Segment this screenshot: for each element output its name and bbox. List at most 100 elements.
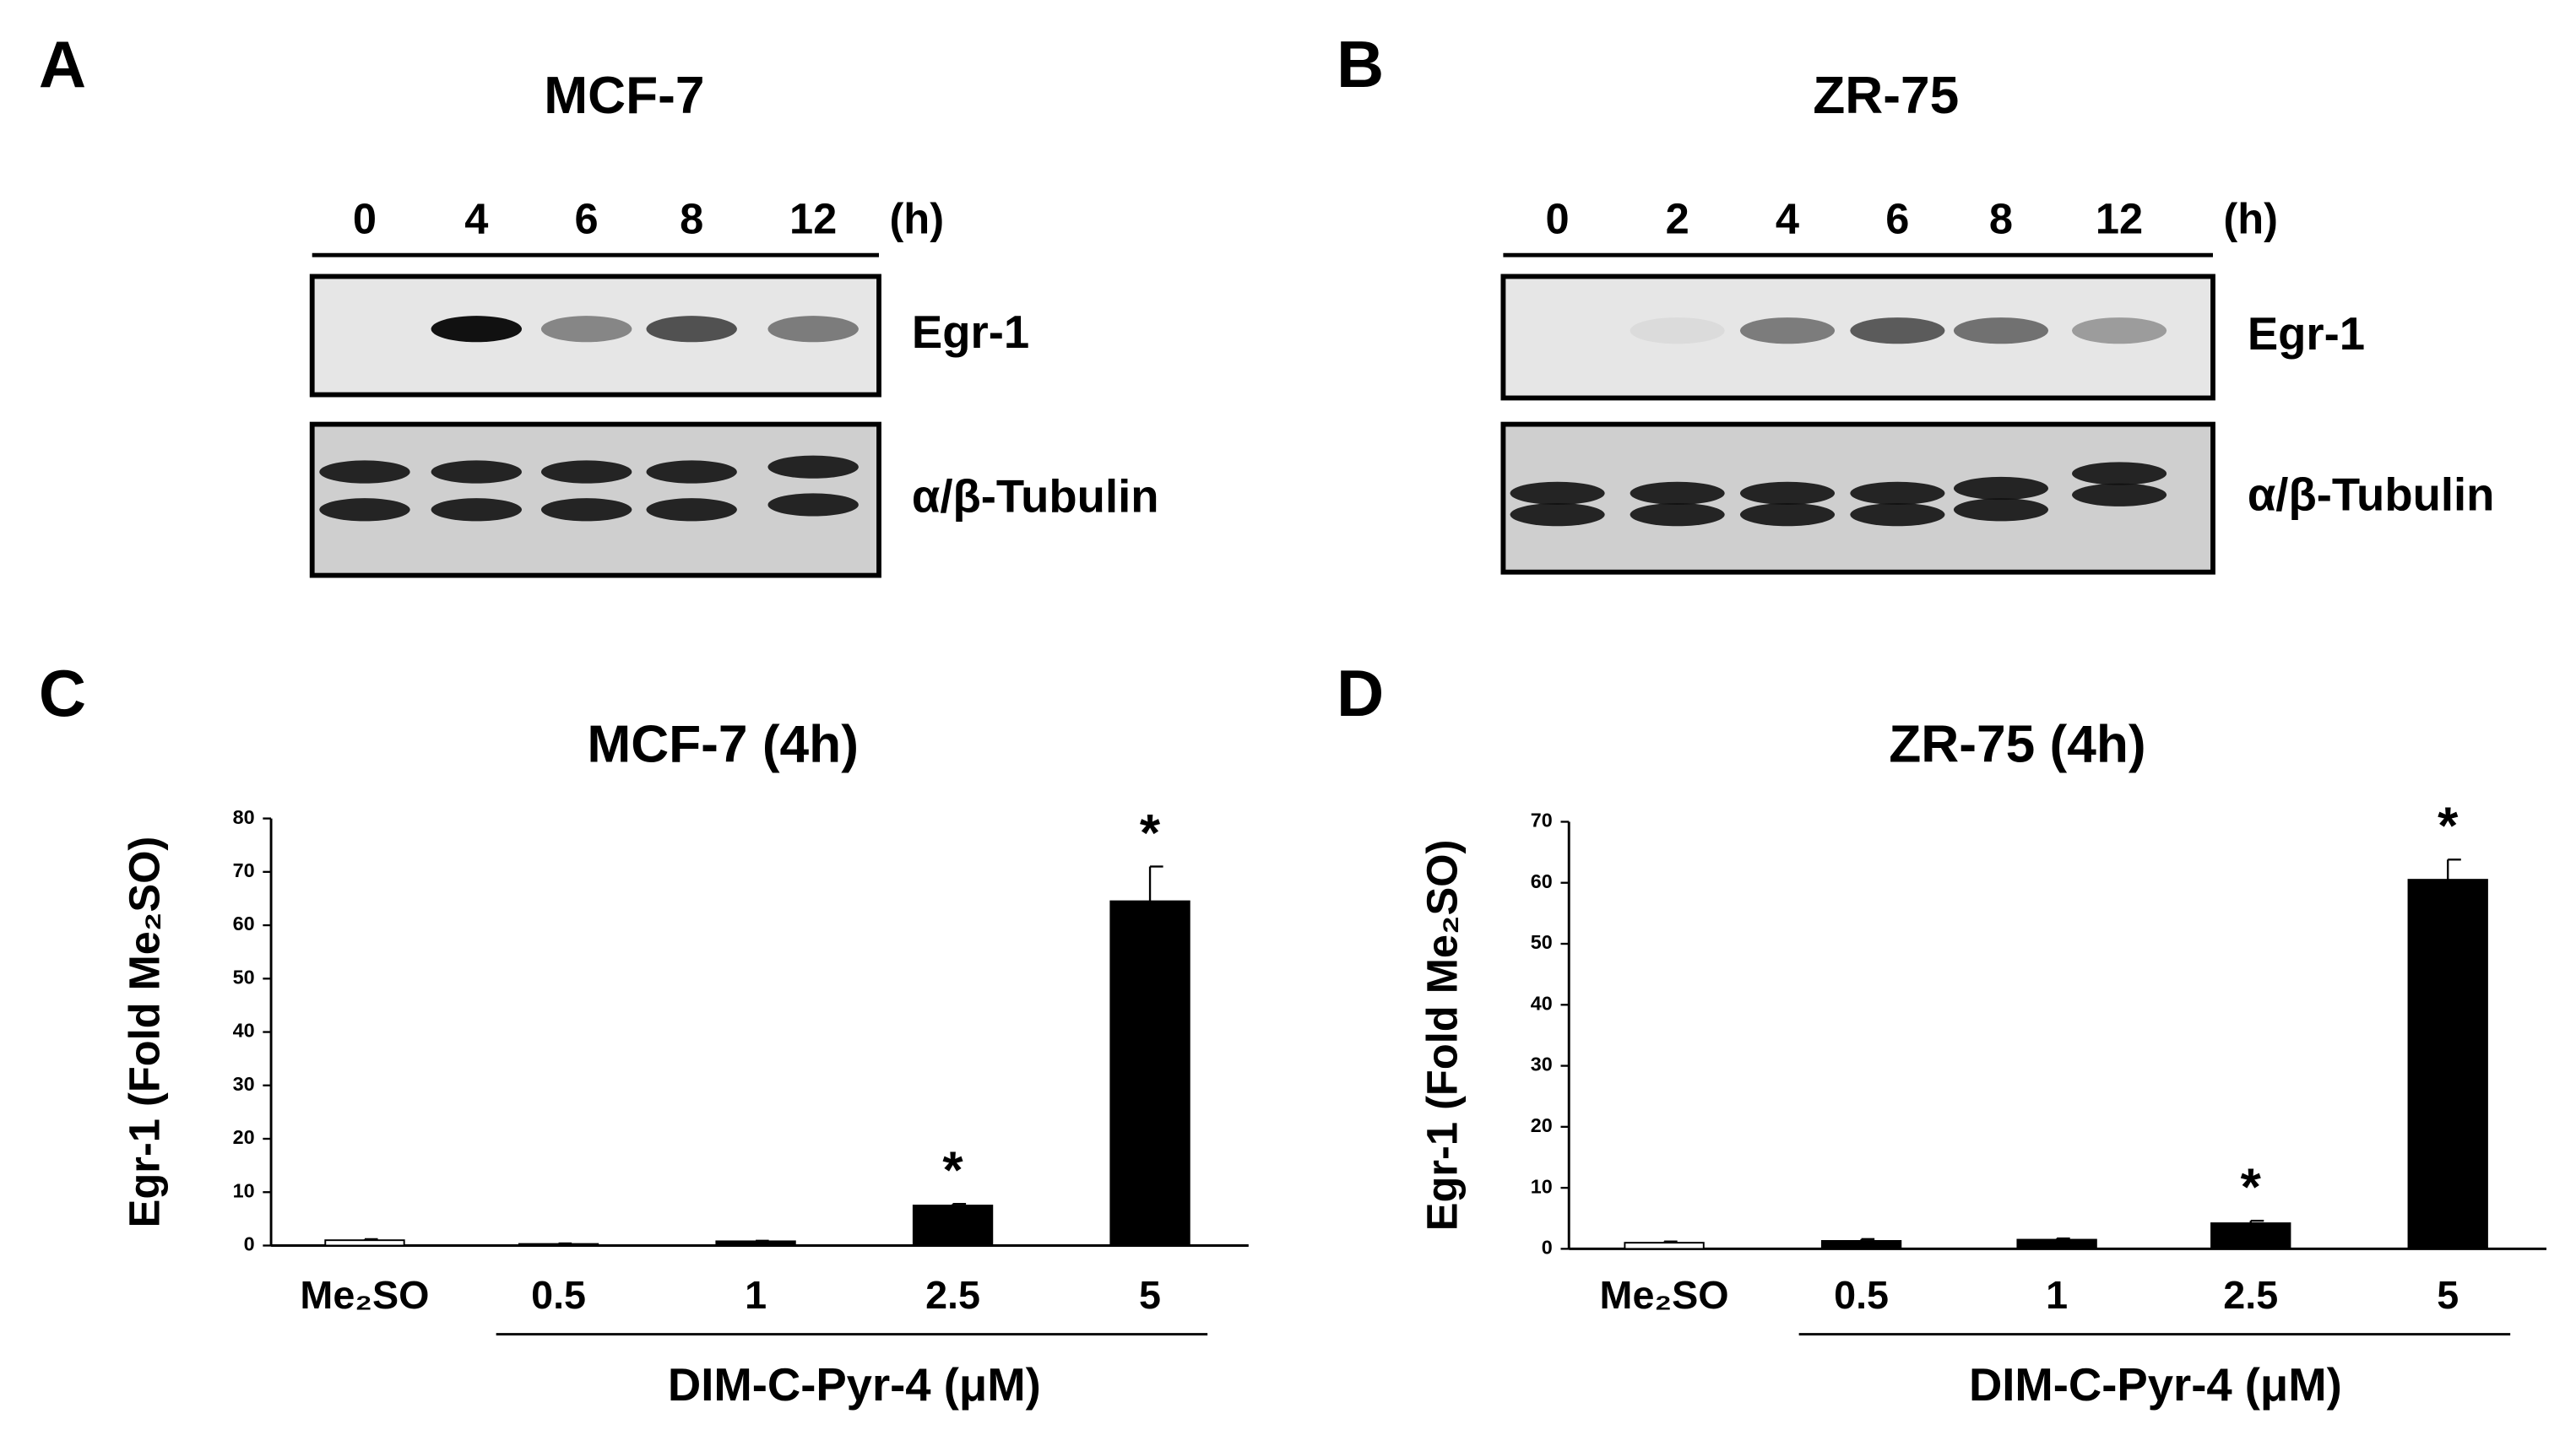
chart-title: MCF-7 (4h) xyxy=(587,715,859,773)
bar xyxy=(715,1240,796,1247)
bar xyxy=(1624,1242,1705,1250)
y-tick-label: 70 xyxy=(233,859,255,881)
significance-mark: * xyxy=(2438,798,2459,856)
x-tick-label: 0.5 xyxy=(531,1273,586,1317)
band xyxy=(2072,462,2167,485)
y-tick-label: 20 xyxy=(1531,1114,1553,1136)
lane-label: 8 xyxy=(1989,195,2013,243)
y-tick-label: 20 xyxy=(233,1126,255,1148)
panel-letter: A xyxy=(39,29,86,101)
y-tick-label: 30 xyxy=(1531,1054,1553,1075)
y-tick-label: 40 xyxy=(1531,992,1553,1014)
y-tick-label: 70 xyxy=(1531,810,1553,831)
band xyxy=(540,498,632,522)
band xyxy=(1510,502,1605,527)
band xyxy=(319,460,410,484)
band xyxy=(1630,502,1725,527)
x-tick-label: Me₂SO xyxy=(300,1273,429,1317)
error-bar xyxy=(1860,1238,1875,1241)
x-tick-label: 1 xyxy=(2046,1273,2068,1317)
y-axis-label: Egr-1 (Fold Me₂SO) xyxy=(1418,840,1467,1232)
band xyxy=(1630,481,1725,505)
bar xyxy=(2210,1222,2291,1250)
band xyxy=(1739,317,1836,344)
bar xyxy=(912,1205,994,1247)
error-bar xyxy=(557,1242,572,1245)
lane-label: 6 xyxy=(575,195,599,243)
error-bar xyxy=(1662,1240,1678,1243)
lane-label: 4 xyxy=(464,195,488,243)
lane-label: 4 xyxy=(1776,195,1799,243)
band xyxy=(767,455,859,479)
bar xyxy=(1109,900,1190,1247)
band xyxy=(1850,317,1945,344)
y-tick-label: 0 xyxy=(244,1233,255,1255)
lane-label: 0 xyxy=(353,195,377,243)
lane-label: 0 xyxy=(1546,195,1570,243)
band xyxy=(1850,481,1945,505)
error-bar xyxy=(363,1238,378,1241)
error-bar xyxy=(1148,865,1163,902)
error-bar xyxy=(952,1202,967,1206)
x-tick-label: 2.5 xyxy=(2223,1273,2278,1317)
band xyxy=(1739,481,1836,505)
band xyxy=(540,460,632,484)
error-bar xyxy=(2055,1237,2070,1240)
band-label: Egr-1 xyxy=(912,306,1029,358)
band xyxy=(1953,317,2049,344)
error-bar xyxy=(2447,859,2461,880)
x-tick-label: 5 xyxy=(1139,1273,1161,1317)
significance-mark: * xyxy=(2241,1159,2262,1217)
band xyxy=(2072,483,2167,506)
x-tick-label: 2.5 xyxy=(925,1273,980,1317)
y-axis-label: Egr-1 (Fold Me₂SO) xyxy=(120,837,168,1228)
y-tick-label: 60 xyxy=(233,913,255,934)
lane-label: 12 xyxy=(789,195,837,243)
band-label: α/β-Tubulin xyxy=(912,470,1159,522)
band xyxy=(646,460,737,484)
y-tick-label: 50 xyxy=(233,966,255,988)
band xyxy=(1953,498,2049,522)
band xyxy=(2072,317,2167,344)
band-label: α/β-Tubulin xyxy=(2248,469,2495,521)
significance-mark: * xyxy=(942,1142,963,1200)
blot-title: MCF-7 xyxy=(544,67,704,125)
y-tick-label: 80 xyxy=(233,806,255,828)
panel-letter: C xyxy=(39,658,86,730)
bar xyxy=(2016,1238,2097,1250)
y-tick-label: 10 xyxy=(233,1179,255,1201)
band xyxy=(1630,317,1725,344)
panel-letter: B xyxy=(1337,29,1384,101)
lane-label: 12 xyxy=(2096,195,2143,243)
y-tick-label: 50 xyxy=(1531,931,1553,953)
band xyxy=(431,316,522,343)
unit-label: (h) xyxy=(889,195,944,243)
unit-label: (h) xyxy=(2223,195,2278,243)
x-axis-label: DIM-C-Pyr-4 (μM) xyxy=(668,1359,1041,1411)
lane-label: 2 xyxy=(1666,195,1689,243)
band xyxy=(1850,502,1945,527)
x-axis-label: DIM-C-Pyr-4 (μM) xyxy=(1969,1359,2342,1411)
lane-label: 8 xyxy=(680,195,703,243)
band xyxy=(1510,481,1605,505)
y-tick-label: 0 xyxy=(1542,1237,1553,1259)
blot-title: ZR-75 xyxy=(1813,67,1959,125)
y-tick-label: 40 xyxy=(233,1020,255,1042)
bar xyxy=(518,1243,599,1247)
y-tick-label: 60 xyxy=(1531,870,1553,892)
band xyxy=(1739,502,1836,527)
y-tick-label: 10 xyxy=(1531,1175,1553,1197)
x-tick-label: Me₂SO xyxy=(1600,1273,1729,1317)
lane-label: 6 xyxy=(1885,195,1909,243)
band xyxy=(646,498,737,522)
panel-letter: D xyxy=(1337,658,1384,730)
band xyxy=(319,498,410,522)
significance-mark: * xyxy=(1140,804,1161,863)
band xyxy=(1953,476,2049,501)
error-bar xyxy=(754,1239,769,1242)
x-tick-label: 1 xyxy=(745,1273,767,1317)
band xyxy=(431,498,522,522)
band xyxy=(767,493,859,517)
